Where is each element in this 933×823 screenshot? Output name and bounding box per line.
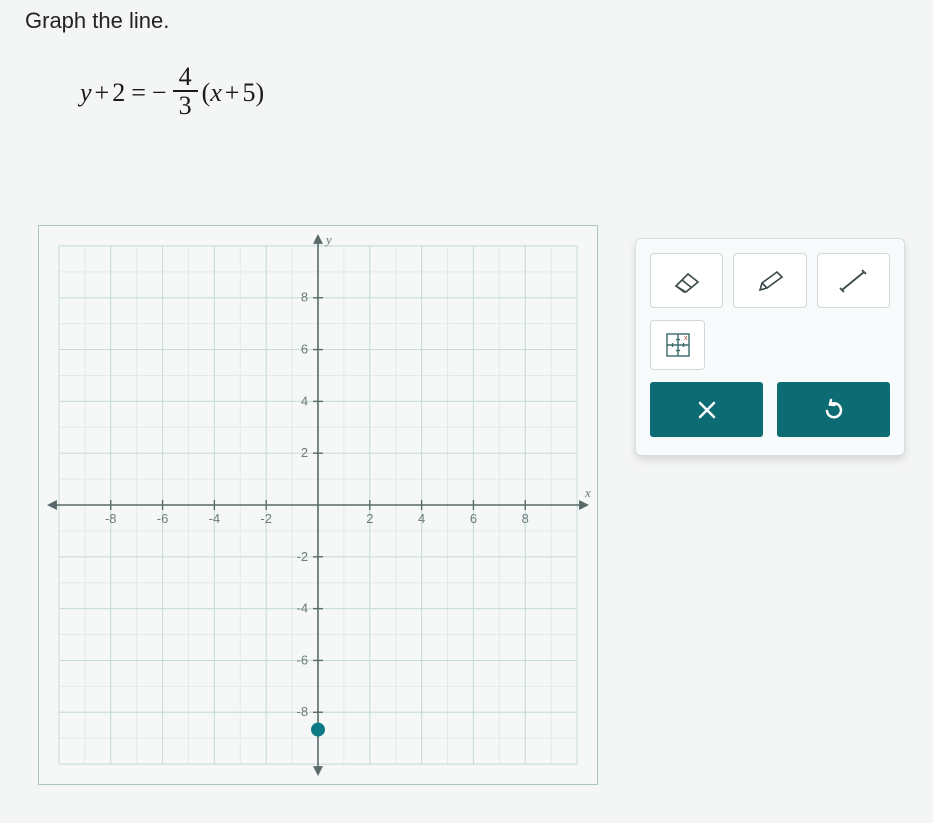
pencil-icon bbox=[753, 268, 787, 294]
svg-text:x: x bbox=[684, 335, 688, 342]
eq-frac-den: 3 bbox=[173, 92, 198, 119]
svg-text:4: 4 bbox=[418, 511, 425, 526]
eq-frac-num: 4 bbox=[173, 63, 198, 92]
toolbox-panel: x bbox=[635, 238, 905, 456]
eq-lhs-plus: + bbox=[95, 78, 110, 108]
svg-text:2: 2 bbox=[366, 511, 373, 526]
grid-icon: x bbox=[663, 330, 693, 360]
question-title: Graph the line. bbox=[25, 8, 169, 34]
eraser-icon bbox=[670, 268, 704, 294]
svg-text:-2: -2 bbox=[260, 511, 272, 526]
svg-text:8: 8 bbox=[301, 290, 308, 305]
svg-text:-6: -6 bbox=[297, 652, 309, 667]
svg-text:6: 6 bbox=[301, 342, 308, 357]
line-icon bbox=[836, 268, 870, 294]
eq-rhs-const: 5 bbox=[242, 78, 255, 108]
eq-lhs-var: y bbox=[80, 78, 92, 108]
svg-text:-8: -8 bbox=[297, 704, 309, 719]
eq-rhs-var: x bbox=[210, 78, 222, 108]
tool-row-2: x bbox=[650, 320, 890, 370]
eq-fraction: 4 3 bbox=[173, 63, 198, 120]
eq-rhs-plus: + bbox=[225, 78, 240, 108]
svg-text:6: 6 bbox=[470, 511, 477, 526]
eq-equals: = bbox=[131, 78, 146, 108]
eraser-tool-button[interactable] bbox=[650, 253, 723, 308]
grid-tool-button[interactable]: x bbox=[650, 320, 705, 370]
svg-text:2: 2 bbox=[301, 445, 308, 460]
svg-text:4: 4 bbox=[301, 393, 308, 408]
close-icon bbox=[696, 399, 718, 421]
eq-lhs-const: 2 bbox=[112, 78, 125, 108]
undo-icon bbox=[822, 398, 846, 422]
svg-text:x: x bbox=[584, 485, 591, 500]
svg-text:-4: -4 bbox=[297, 601, 309, 616]
eq-neg: − bbox=[152, 78, 167, 108]
svg-text:y: y bbox=[324, 232, 332, 247]
clear-button[interactable] bbox=[650, 382, 763, 437]
eq-open: ( bbox=[202, 78, 211, 108]
svg-text:-8: -8 bbox=[105, 511, 117, 526]
action-row bbox=[650, 382, 890, 437]
svg-text:8: 8 bbox=[522, 511, 529, 526]
svg-text:-2: -2 bbox=[297, 549, 309, 564]
undo-button[interactable] bbox=[777, 382, 890, 437]
line-tool-button[interactable] bbox=[817, 253, 890, 308]
eq-close: ) bbox=[255, 78, 264, 108]
equation: y + 2 = − 4 3 ( x + 5 ) bbox=[80, 65, 264, 122]
graph-svg[interactable]: -8 -6 -4 -2 2 4 6 8 -8 -6 -4 -2 2 4 6 8 x y bbox=[39, 226, 597, 784]
tool-row-1 bbox=[650, 253, 890, 308]
svg-text:-4: -4 bbox=[209, 511, 221, 526]
svg-text:-6: -6 bbox=[157, 511, 169, 526]
pencil-tool-button[interactable] bbox=[733, 253, 806, 308]
coordinate-graph[interactable]: -8 -6 -4 -2 2 4 6 8 -8 -6 -4 -2 2 4 6 8 x y bbox=[38, 225, 598, 785]
